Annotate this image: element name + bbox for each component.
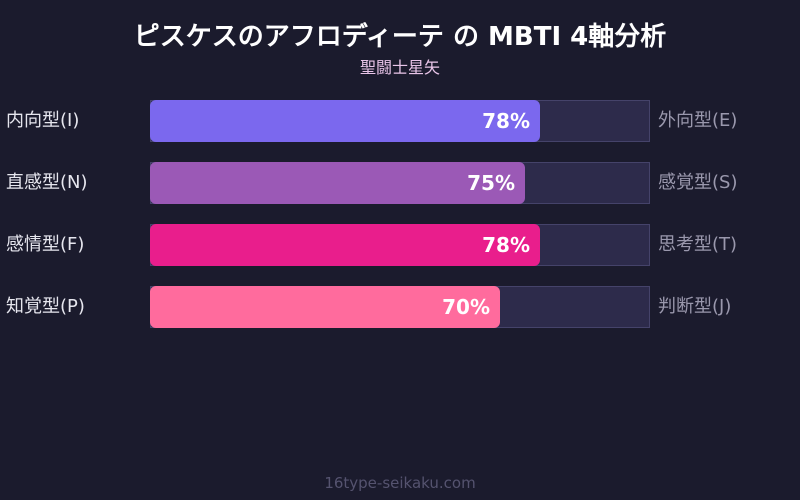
axis-row-pj: 知覚型(P) 70% 判断型(J) — [0, 286, 800, 328]
axis-row-ns: 直感型(N) 75% 感覚型(S) — [0, 162, 800, 204]
bar-fill: 70% — [150, 286, 500, 328]
bar-fill: 75% — [150, 162, 525, 204]
left-label: 直感型(N) — [6, 172, 88, 193]
axis-row-ie: 内向型(I) 78% 外向型(E) — [0, 100, 800, 142]
right-label: 思考型(T) — [658, 234, 738, 255]
left-label: 内向型(I) — [6, 110, 80, 131]
chart-subtitle: 聖闘士星矢 — [359, 58, 440, 77]
right-label: 外向型(E) — [658, 110, 738, 131]
footer-credit: 16type-seikaku.com — [324, 474, 476, 492]
left-label: 感情型(F) — [6, 234, 85, 255]
percent-label: 75% — [467, 171, 515, 195]
chart-title: ピスケスのアフロディーテ の MBTI 4軸分析 — [133, 22, 667, 52]
percent-label: 70% — [442, 295, 490, 319]
percent-label: 78% — [482, 233, 530, 257]
right-label: 判断型(J) — [658, 296, 732, 317]
axis-row-ft: 感情型(F) 78% 思考型(T) — [0, 224, 800, 266]
bar-fill: 78% — [150, 100, 540, 142]
percent-label: 78% — [482, 109, 530, 133]
right-label: 感覚型(S) — [658, 172, 738, 193]
bar-fill: 78% — [150, 224, 540, 266]
left-label: 知覚型(P) — [6, 296, 85, 317]
